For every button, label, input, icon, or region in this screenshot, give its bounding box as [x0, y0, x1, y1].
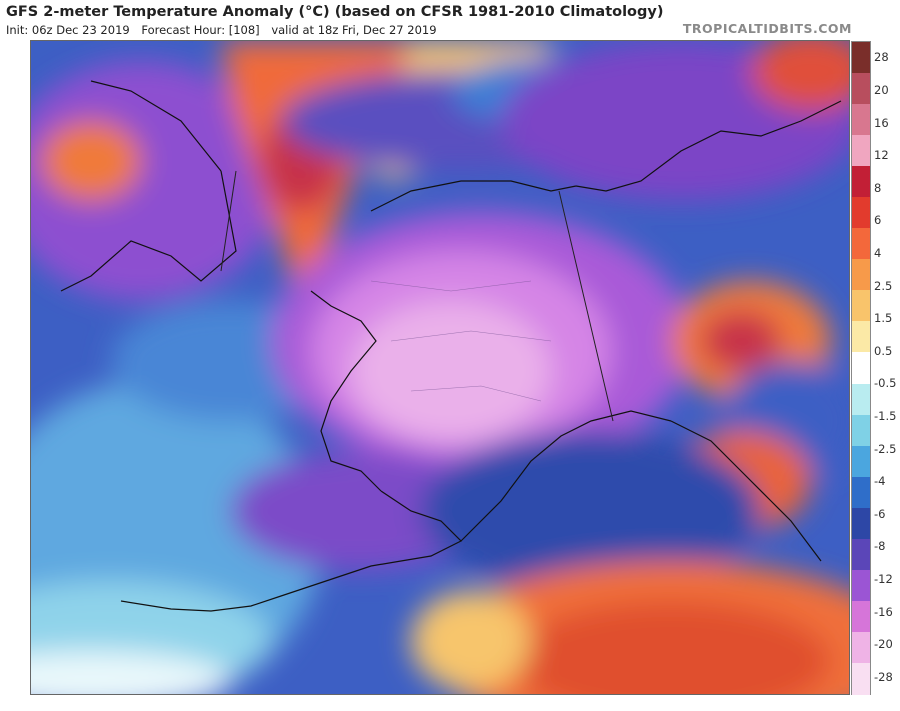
scale-label: -28 — [874, 669, 893, 684]
site-brand[interactable]: TROPICALTIDBITS.COM — [682, 21, 852, 36]
scale-label: 6 — [874, 213, 882, 228]
scale-label: -20 — [874, 637, 893, 652]
scale-swatch — [852, 445, 870, 478]
scale-label: -0.5 — [874, 376, 897, 391]
scale-label: 20 — [874, 82, 889, 97]
scale-label: 12 — [874, 148, 889, 163]
init-time: Init: 06z Dec 23 2019 — [6, 23, 130, 37]
scale-label: -12 — [874, 571, 893, 586]
scale-swatch — [852, 73, 870, 106]
scale-swatch — [852, 228, 870, 261]
scale-swatch — [852, 569, 870, 602]
scale-label: -4 — [874, 474, 886, 489]
color-scale — [851, 41, 871, 695]
scale-label: 4 — [874, 245, 882, 260]
anomaly-fields — [31, 41, 849, 694]
scale-label: 28 — [874, 50, 889, 65]
scale-swatch — [852, 42, 870, 75]
scale-swatch — [852, 476, 870, 509]
forecast-hour: Forecast Hour: [108] — [141, 23, 260, 37]
scale-label: 2.5 — [874, 278, 893, 293]
scale-label: -6 — [874, 506, 886, 521]
valid-time: valid at 18z Fri, Dec 27 2019 — [271, 23, 437, 37]
borders — [220, 170, 614, 422]
scale-label: -8 — [874, 539, 886, 554]
scale-label: 8 — [874, 180, 882, 195]
scale-swatch — [852, 352, 870, 385]
scale-swatch — [852, 135, 870, 168]
map-canvas — [31, 41, 849, 694]
scale-swatch — [852, 383, 870, 416]
run-info: Init: 06z Dec 23 2019 Forecast Hour: [10… — [6, 23, 445, 37]
scale-swatch — [852, 414, 870, 447]
scale-swatch — [852, 197, 870, 230]
scale-swatch — [852, 662, 870, 695]
scale-swatch — [852, 104, 870, 137]
scale-swatch — [852, 600, 870, 633]
scale-label: -2.5 — [874, 441, 897, 456]
scale-swatch — [852, 507, 870, 540]
scale-label: 0.5 — [874, 343, 893, 358]
map-title: GFS 2-meter Temperature Anomaly (°C) (ba… — [6, 4, 664, 20]
scale-swatch — [852, 259, 870, 292]
scale-label: 1.5 — [874, 311, 893, 326]
region-lines — [370, 280, 552, 402]
scale-swatch — [852, 166, 870, 199]
scale-swatch — [852, 538, 870, 571]
scale-swatch — [852, 631, 870, 664]
anomaly-map — [30, 40, 850, 695]
scale-label: -1.5 — [874, 408, 897, 423]
scale-swatch — [852, 321, 870, 354]
scale-label: 16 — [874, 115, 889, 130]
coastlines — [60, 80, 842, 612]
scale-swatch — [852, 290, 870, 323]
scale-label: -16 — [874, 604, 893, 619]
